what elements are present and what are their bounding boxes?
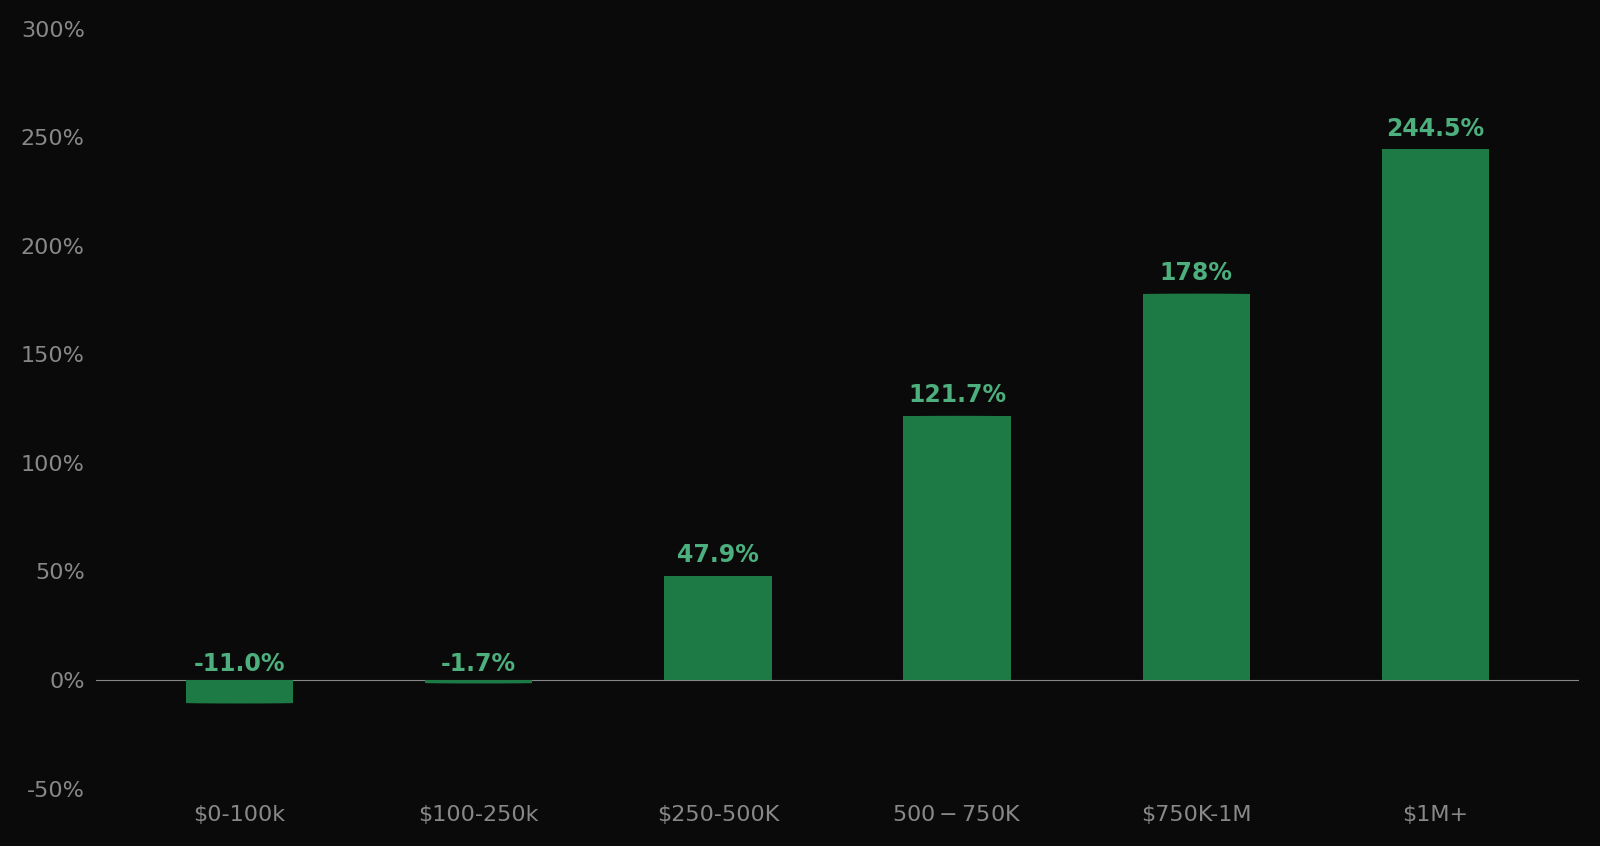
Bar <box>1142 294 1250 680</box>
Text: 47.9%: 47.9% <box>677 543 758 568</box>
Bar <box>186 680 293 703</box>
Bar <box>904 416 1011 680</box>
Bar <box>1382 149 1490 680</box>
Bar <box>424 680 533 684</box>
Text: 244.5%: 244.5% <box>1387 117 1485 140</box>
Text: -11.0%: -11.0% <box>194 651 285 676</box>
Bar <box>664 576 771 680</box>
Text: 121.7%: 121.7% <box>909 383 1006 407</box>
Text: -1.7%: -1.7% <box>442 651 517 676</box>
Bar <box>424 680 533 684</box>
Bar <box>186 680 293 703</box>
Text: 178%: 178% <box>1160 261 1234 285</box>
